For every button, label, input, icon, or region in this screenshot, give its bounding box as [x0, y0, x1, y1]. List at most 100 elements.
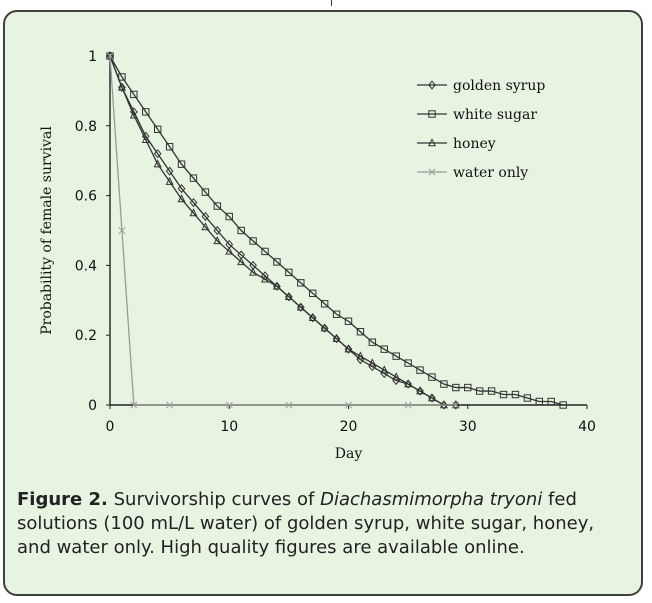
data-point-honey: [225, 246, 234, 255]
data-point-honey: [356, 351, 365, 360]
data-point-white-sugar: [499, 390, 508, 399]
data-point-white-sugar: [130, 90, 138, 99]
y-tick-label: 0.2: [75, 328, 97, 344]
data-point-golden-syrup: [165, 166, 174, 176]
data-point-water-only: [404, 401, 412, 409]
figure-label: Figure 2.: [17, 489, 108, 510]
series-white-sugar: [106, 52, 567, 409]
y-axis-title: Probability of female survival: [39, 126, 55, 335]
data-point-white-sugar: [213, 202, 222, 210]
data-point-white-sugar: [380, 345, 388, 353]
x-tick-label: 20: [340, 419, 358, 435]
data-point-honey: [320, 323, 329, 332]
legend-item-white-sugar: white sugar: [417, 107, 537, 123]
legend: golden syrup white sugar honey water only: [417, 78, 545, 181]
data-point-honey: [344, 344, 353, 353]
data-point-white-sugar: [225, 212, 233, 221]
data-point-honey: [380, 365, 389, 374]
data-point-honey: [427, 393, 436, 402]
legend-label: honey: [453, 136, 496, 152]
data-point-white-sugar: [177, 160, 186, 168]
data-point-white-sugar: [535, 397, 543, 406]
data-point-white-sugar: [249, 237, 257, 245]
data-point-white-sugar: [154, 125, 162, 133]
data-point-honey: [177, 194, 186, 203]
data-point-white-sugar: [547, 397, 555, 406]
data-point-white-sugar: [475, 387, 484, 395]
data-point-white-sugar: [237, 226, 245, 235]
data-point-honey: [117, 82, 126, 91]
data-point-golden-syrup: [118, 82, 126, 92]
caption-text-2: fed solutions (100 mL/L water) of golden…: [17, 489, 595, 558]
series-line-golden-syrup: [109, 55, 456, 406]
data-point-honey: [201, 222, 210, 231]
data-point-white-sugar: [142, 108, 150, 116]
data-point-honey: [296, 302, 305, 311]
legend-label: white sugar: [453, 107, 537, 123]
data-point-white-sugar: [356, 328, 365, 336]
data-point-golden-syrup: [201, 211, 210, 222]
data-point-water-only: [106, 52, 114, 60]
data-point-honey: [308, 312, 317, 321]
x-axis-title: Day: [335, 446, 363, 462]
data-point-white-sugar: [511, 390, 520, 399]
data-point-water-only: [118, 226, 126, 235]
data-point-white-sugar: [559, 401, 567, 409]
y-tick-label: 0: [88, 398, 97, 414]
data-point-honey: [368, 358, 377, 367]
data-point-honey: [141, 134, 150, 143]
data-point-honey: [249, 267, 258, 276]
series-golden-syrup: [106, 51, 460, 410]
legend-item-golden-syrup: golden syrup: [417, 78, 545, 94]
legend-label: water only: [453, 165, 528, 181]
x-tick-label: 10: [220, 419, 238, 435]
legend-marker: [427, 138, 437, 147]
series-lines: [105, 51, 567, 410]
legend-item-honey: honey: [417, 136, 496, 152]
data-point-golden-syrup: [153, 149, 162, 159]
data-point-white-sugar: [523, 394, 532, 402]
data-point-white-sugar: [416, 366, 424, 374]
figure-caption: Figure 2. Survivorship curves of Diachas…: [17, 488, 631, 560]
data-point-water-only: [166, 401, 174, 409]
series-line-water-only: [109, 55, 456, 406]
legend-label: golden syrup: [453, 78, 545, 94]
x-tick-label: 0: [106, 419, 115, 435]
y-tick-label: 1: [88, 49, 97, 65]
data-point-golden-syrup: [213, 225, 222, 236]
x-tick-label: 30: [459, 419, 477, 435]
series-water-only: [106, 52, 460, 409]
data-point-honey: [153, 159, 162, 168]
legend-marker: [428, 168, 436, 176]
data-point-honey: [237, 257, 246, 266]
data-point-water-only: [285, 401, 293, 409]
data-point-white-sugar: [464, 383, 472, 392]
data-point-honey: [392, 372, 401, 381]
data-point-white-sugar: [452, 383, 460, 392]
data-point-white-sugar: [118, 73, 126, 81]
data-point-honey: [404, 379, 413, 388]
data-point-honey: [332, 333, 341, 342]
figure-panel: 0 0.2 0.4 0.6 0.8 1 0 10 20 30 40 Day Probability of…: [3, 10, 643, 596]
data-point-white-sugar: [189, 174, 198, 182]
data-point-white-sugar: [320, 300, 329, 308]
caption-box: Figure 2. Survivorship curves of Diachas…: [11, 481, 639, 592]
legend-item-water-only: water only: [417, 165, 528, 181]
data-point-honey: [416, 386, 425, 395]
data-point-white-sugar: [273, 258, 281, 266]
data-point-golden-syrup: [189, 198, 198, 208]
data-point-white-sugar: [201, 188, 210, 196]
data-point-honey: [213, 236, 222, 245]
series-line-honey: [109, 55, 456, 406]
data-point-water-only: [452, 401, 460, 409]
data-point-white-sugar: [487, 387, 496, 395]
data-point-white-sugar: [404, 359, 412, 367]
data-point-white-sugar: [309, 289, 317, 298]
page-top-mark: [331, 0, 343, 6]
data-point-golden-syrup: [451, 400, 460, 410]
y-tick-label: 0.4: [75, 258, 97, 274]
species-name: Diachasmimorpha tryoni: [320, 489, 543, 510]
data-point-white-sugar: [332, 310, 341, 318]
data-point-white-sugar: [428, 373, 436, 381]
